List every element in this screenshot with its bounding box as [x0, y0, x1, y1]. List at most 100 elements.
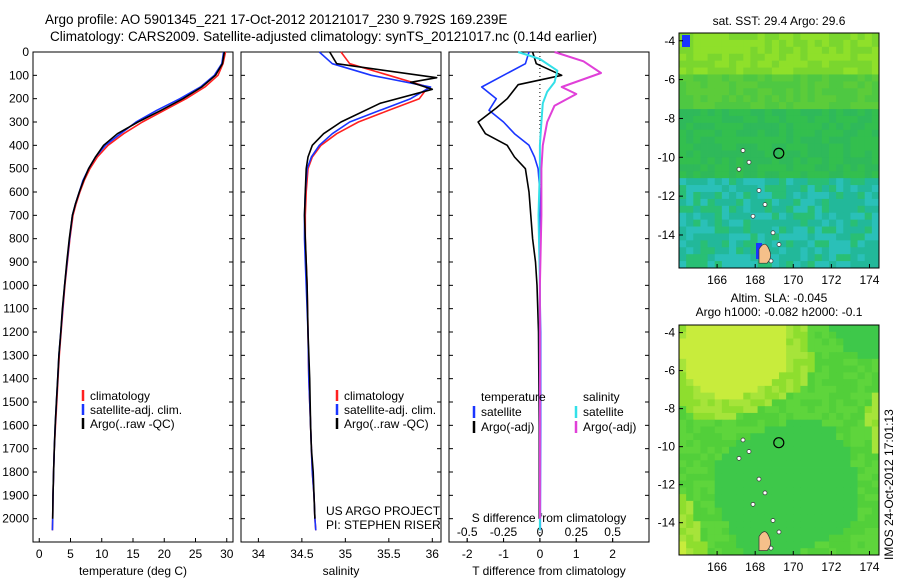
map-cell [707, 226, 716, 234]
map-cell [779, 254, 787, 262]
map-cell [729, 150, 737, 158]
map-cell [707, 500, 716, 509]
map-cell [807, 325, 816, 333]
map-cell [743, 453, 751, 461]
island-marker [746, 449, 752, 454]
map-cell [821, 494, 830, 502]
map-cell [771, 157, 780, 165]
map-cell [714, 325, 723, 333]
map-cell [807, 446, 816, 454]
map-cell [714, 419, 723, 427]
map-cell [721, 212, 730, 221]
map-cell [707, 365, 716, 373]
map-cell [814, 74, 823, 82]
y-tick-label: -6 [664, 364, 675, 378]
map-cell [721, 198, 730, 207]
map-cell [686, 494, 694, 502]
map-cell [871, 198, 880, 207]
map-cell [871, 534, 880, 542]
map-cell [707, 494, 716, 502]
map-cell [757, 88, 766, 96]
map-cell [693, 46, 701, 55]
map-cell [857, 122, 866, 131]
map-cell [714, 480, 723, 488]
map-cell [714, 185, 723, 193]
map-cell [864, 331, 873, 339]
map-cell [750, 233, 758, 241]
map-cell [764, 467, 773, 475]
map-cell [807, 254, 816, 262]
map-cell [850, 81, 858, 89]
map-cell [814, 233, 823, 241]
map-cell [786, 487, 794, 495]
map-cell [850, 164, 858, 172]
map-cell [736, 115, 744, 124]
map-cell [686, 385, 694, 394]
map-cell [857, 33, 866, 41]
map-cell [714, 261, 723, 269]
map-cell [693, 150, 701, 158]
map-cell [771, 412, 780, 421]
map-cell [721, 33, 730, 41]
map-cell [693, 433, 701, 441]
map-cell [786, 205, 794, 214]
map-cell [679, 372, 687, 380]
map-cell [864, 494, 873, 502]
map-cell [850, 109, 858, 117]
map-cell [679, 109, 687, 117]
map-cell [750, 261, 758, 269]
map-cell [836, 95, 844, 103]
map-cell [707, 122, 716, 131]
map-cell [729, 473, 737, 481]
map-cell [793, 446, 801, 454]
map-cell [693, 261, 701, 269]
map-cell [729, 33, 737, 41]
map-cell [686, 541, 694, 549]
map-cell [736, 129, 744, 138]
map-cell [843, 352, 851, 360]
map-cell [700, 157, 708, 165]
map-cell [729, 433, 737, 441]
map-cell [750, 226, 758, 234]
map-cell [843, 406, 851, 414]
map-cell [836, 467, 844, 475]
y-tick-label: 500 [9, 162, 29, 176]
map-cell [829, 74, 837, 82]
x-tick-label: 168 [745, 560, 765, 574]
map-cell [779, 67, 787, 75]
map-cell [836, 122, 844, 131]
map-cell [764, 226, 773, 234]
map-cell [814, 143, 823, 151]
map-cell [800, 453, 808, 461]
map-cell [871, 74, 880, 82]
map-cell [800, 240, 808, 248]
map-cell [793, 171, 801, 179]
map-cell [743, 372, 751, 380]
map-cell [729, 233, 737, 241]
map-cell [829, 514, 837, 522]
map-cell [729, 157, 737, 165]
map-cell [793, 500, 801, 509]
map-cell [771, 81, 780, 89]
map-cell [686, 198, 694, 207]
map-cell [707, 102, 716, 110]
map-cell [686, 122, 694, 131]
map-cell [679, 53, 687, 62]
map-cell [700, 122, 708, 131]
map-cell [729, 372, 737, 380]
map-cell [864, 53, 873, 62]
map-cell [686, 365, 694, 373]
map-cell [814, 514, 823, 522]
map-cell [871, 67, 880, 75]
map-cell [750, 185, 758, 193]
map-cell [764, 115, 773, 124]
map-cell [750, 467, 758, 475]
map-cell [700, 433, 708, 441]
map-cell [843, 122, 851, 131]
map-cell [857, 171, 866, 179]
map-cell [871, 254, 880, 262]
map-cell [800, 226, 808, 234]
map-cell [793, 150, 801, 158]
map-cell [736, 67, 744, 75]
map-cell [707, 440, 716, 448]
